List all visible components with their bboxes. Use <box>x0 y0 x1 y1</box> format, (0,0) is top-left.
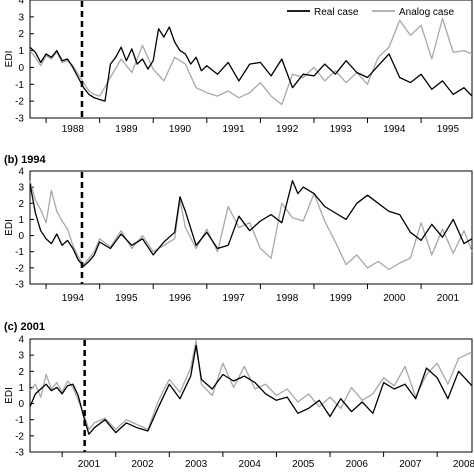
y-tick-label: 2 <box>18 199 24 210</box>
x-tick-label: 2005 <box>292 459 315 470</box>
y-tick-label: 3 <box>18 351 24 362</box>
x-tick-label: 1989 <box>115 124 138 135</box>
legend: Real case Analog case <box>287 7 454 18</box>
x-tick-label: 1992 <box>276 124 299 135</box>
x-tick-label: 2001 <box>437 293 460 304</box>
y-tick-label: 0 <box>18 231 24 242</box>
y-tick-label: -2 <box>15 263 24 274</box>
y-tick-label: -1 <box>15 80 24 91</box>
x-tick-label: 2008 <box>453 459 474 470</box>
y-tick-label: 3 <box>18 183 24 194</box>
y-tick-label: 0 <box>18 63 24 74</box>
x-tick-label: 1995 <box>115 293 138 304</box>
panel-title: (b) 1994 <box>4 154 46 166</box>
x-tick-label: 1998 <box>276 293 299 304</box>
y-tick-label: 2 <box>18 29 24 40</box>
y-tick-label: 4 <box>18 167 24 178</box>
x-tick-label: 1994 <box>383 124 406 135</box>
y-tick-label: -2 <box>15 97 24 108</box>
plot-frame <box>29 170 473 285</box>
x-tick-label: 2000 <box>383 293 406 304</box>
y-tick-label: -3 <box>15 280 24 291</box>
y-tick-label: -1 <box>15 247 24 258</box>
series-real-case <box>29 180 473 267</box>
plot-frame <box>29 338 473 453</box>
series-analog-case <box>29 17 473 106</box>
series-real-case <box>29 344 473 435</box>
y-tick-label: -2 <box>15 431 24 442</box>
y-tick-label: 1 <box>18 215 24 226</box>
x-tick-label: 2006 <box>346 459 369 470</box>
legend-analog-label: Analog case <box>399 7 454 18</box>
y-tick-label: -3 <box>15 114 24 125</box>
x-tick-label: 1988 <box>62 124 85 135</box>
x-tick-label: 1994 <box>62 293 85 304</box>
legend-real-label: Real case <box>314 7 359 18</box>
y-tick-label: 4 <box>18 0 24 7</box>
y-tick-label: 2 <box>18 367 24 378</box>
y-tick-label: 4 <box>18 335 24 346</box>
series-real-case <box>29 26 473 102</box>
y-axis-label: EDI <box>4 219 15 236</box>
y-axis-label: EDI <box>4 51 15 68</box>
y-tick-label: -1 <box>15 415 24 426</box>
x-tick-label: 2001 <box>78 459 101 470</box>
x-tick-label: 1991 <box>222 124 245 135</box>
panel-1: -3 -2 -1 0 1 2 3 4 EDI 1988 1989 1990 1991 1992 1993 19… <box>4 0 473 135</box>
series-analog-case <box>29 339 473 431</box>
x-tick-label: 1996 <box>169 293 192 304</box>
x-tick-label: 2004 <box>239 459 262 470</box>
panel-title: (c) 2001 <box>4 321 45 333</box>
y-tick-label: 3 <box>18 12 24 23</box>
x-tick-label: 1997 <box>222 293 245 304</box>
y-tick-label: 1 <box>18 383 24 394</box>
y-axis-label: EDI <box>4 387 15 404</box>
plot-frame <box>29 0 473 119</box>
y-tick-label: -3 <box>15 448 24 459</box>
x-tick-label: 2002 <box>131 459 154 470</box>
x-tick-label: 2003 <box>185 459 208 470</box>
x-tick-label: 1993 <box>330 124 353 135</box>
y-tick-label: 0 <box>18 399 24 410</box>
x-tick-label: 2007 <box>399 459 422 470</box>
panel-2: (b) 1994 -3 -2 -1 0 1 2 3 4 EDI 1994 1995 1996 1997 19… <box>4 154 473 304</box>
x-tick-label: 1995 <box>437 124 460 135</box>
y-tick-label: 1 <box>18 46 24 57</box>
x-tick-label: 1999 <box>330 293 353 304</box>
panel-3: (c) 2001 -3 -2 -1 0 1 2 3 4 EDI 2001 2002 2003 2004 20… <box>4 321 474 470</box>
x-tick-label: 1990 <box>169 124 192 135</box>
